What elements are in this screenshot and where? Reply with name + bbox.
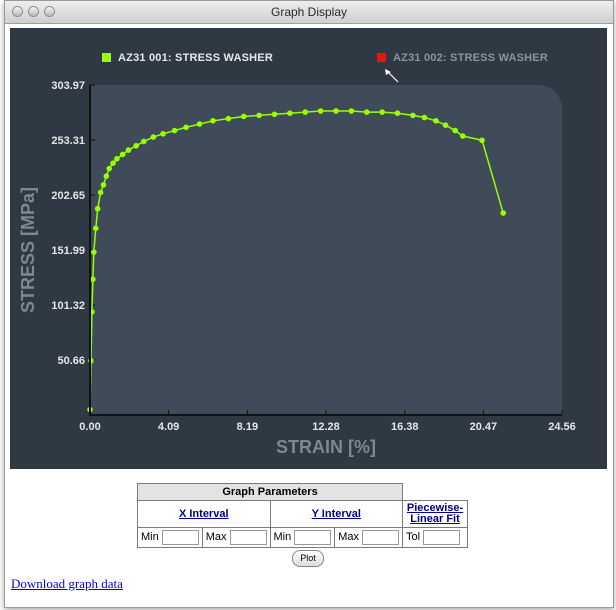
x-tick-label: 8.19: [237, 421, 258, 433]
y-min-input[interactable]: [294, 530, 332, 545]
x-max-input[interactable]: [229, 530, 267, 545]
data-point: [106, 165, 113, 172]
data-point: [225, 115, 232, 122]
y-tick-label: 253.31: [51, 135, 85, 147]
legend-swatch: [377, 53, 386, 62]
data-point: [460, 133, 466, 139]
x-min-cell: Min: [137, 527, 203, 548]
data-point: [442, 122, 449, 128]
data-point: [317, 108, 324, 114]
y-interval-link[interactable]: Y Interval: [311, 508, 361, 520]
y-tick-label: 151.99: [51, 245, 85, 257]
pointer-icon: [385, 69, 399, 83]
x-tick-label: 12.28: [312, 421, 340, 433]
legend-item-az31-002[interactable]: AZ31 002: STRESS WASHER: [377, 52, 548, 64]
x-axis-label: STRAIN [%]: [276, 437, 376, 457]
legend-label: AZ31 001: STRESS WASHER: [118, 52, 273, 64]
x-max-label: Max: [205, 531, 227, 543]
data-point: [114, 155, 120, 162]
data-point: [421, 114, 428, 121]
data-point: [210, 117, 216, 124]
y-tick-label: 101.32: [51, 300, 85, 312]
data-point: [183, 124, 189, 131]
data-point: [150, 134, 157, 140]
tol-cell: Tol: [402, 527, 469, 548]
data-point: [92, 225, 99, 232]
data-point: [97, 189, 104, 196]
plot-panel: AZ31 001: STRESS WASHER AZ31 002: STRESS…: [10, 28, 607, 469]
x-max-cell: Max: [201, 527, 271, 548]
data-point: [452, 127, 458, 134]
data-point: [287, 110, 293, 116]
y-max-input[interactable]: [362, 530, 400, 545]
stress-strain-chart: 50.66 101.32 151.99 202.65 253.31 303.97 0.00…: [18, 69, 576, 457]
y-max-label: Max: [338, 531, 360, 543]
legend-item-az31-001[interactable]: AZ31 001: STRESS WASHER: [102, 52, 273, 64]
piecewise-linear-fit-link[interactable]: Piecewise-Linear Fit: [406, 502, 464, 525]
y-min-label: Min: [273, 531, 292, 543]
data-point: [433, 117, 439, 124]
title-bar: Graph Display: [5, 1, 613, 24]
data-point: [171, 127, 178, 134]
data-point: [271, 111, 278, 118]
x-tick-label: 16.38: [391, 421, 419, 433]
data-point: [410, 112, 416, 119]
data-point: [125, 147, 132, 153]
y-tick-label: 202.65: [51, 190, 85, 202]
x-interval-link[interactable]: X Interval: [178, 508, 229, 520]
data-point: [348, 108, 355, 114]
data-point: [196, 121, 203, 127]
data-point: [91, 249, 97, 255]
data-point: [90, 276, 96, 283]
data-point: [379, 109, 385, 115]
data-point: [256, 112, 262, 119]
zoom-window-button[interactable]: [44, 6, 55, 17]
data-point: [103, 173, 110, 179]
y-max-cell: Max: [334, 527, 404, 548]
data-point: [500, 210, 506, 216]
close-window-button[interactable]: [12, 6, 23, 17]
data-point: [363, 109, 370, 115]
data-point: [394, 110, 401, 116]
x-tick-label: 4.09: [158, 421, 179, 433]
data-point: [110, 160, 116, 166]
plot-button[interactable]: Plot: [292, 550, 324, 567]
y-axis-label: STRESS [MPa]: [18, 187, 38, 313]
window-title: Graph Display: [270, 5, 348, 19]
x-min-label: Min: [141, 531, 159, 543]
y-min-cell: Min: [269, 527, 336, 548]
data-point: [141, 138, 147, 145]
tol-label: Tol: [406, 531, 421, 543]
plot-area: [90, 85, 562, 415]
data-point: [160, 131, 166, 137]
tol-input[interactable]: [423, 530, 461, 545]
x-tick-label: 20.47: [470, 421, 498, 433]
minimize-window-button[interactable]: [28, 6, 39, 17]
data-point: [100, 182, 107, 188]
data-point: [302, 109, 309, 115]
legend-swatch: [102, 53, 111, 62]
data-point: [333, 108, 339, 114]
x-tick-label: 0.00: [79, 421, 100, 433]
x-min-input[interactable]: [161, 530, 199, 545]
data-point: [119, 151, 126, 158]
data-point: [240, 113, 247, 120]
x-tick-label: 24.56: [548, 421, 576, 433]
legend-label: AZ31 002: STRESS WASHER: [393, 52, 548, 64]
data-point: [133, 142, 139, 149]
data-point: [94, 205, 101, 212]
download-graph-data-link[interactable]: Download graph data: [11, 576, 123, 591]
y-tick-label: 50.66: [57, 355, 85, 367]
data-point: [479, 137, 485, 144]
graph-parameters-table: Graph Parameters X Interval Y Interval P…: [136, 483, 469, 548]
graph-window: Graph Display AZ31 001: STRESS WASHER AZ…: [4, 0, 614, 608]
graph-parameters-title: Graph Parameters: [136, 483, 404, 501]
y-tick-label: 303.97: [51, 80, 85, 92]
